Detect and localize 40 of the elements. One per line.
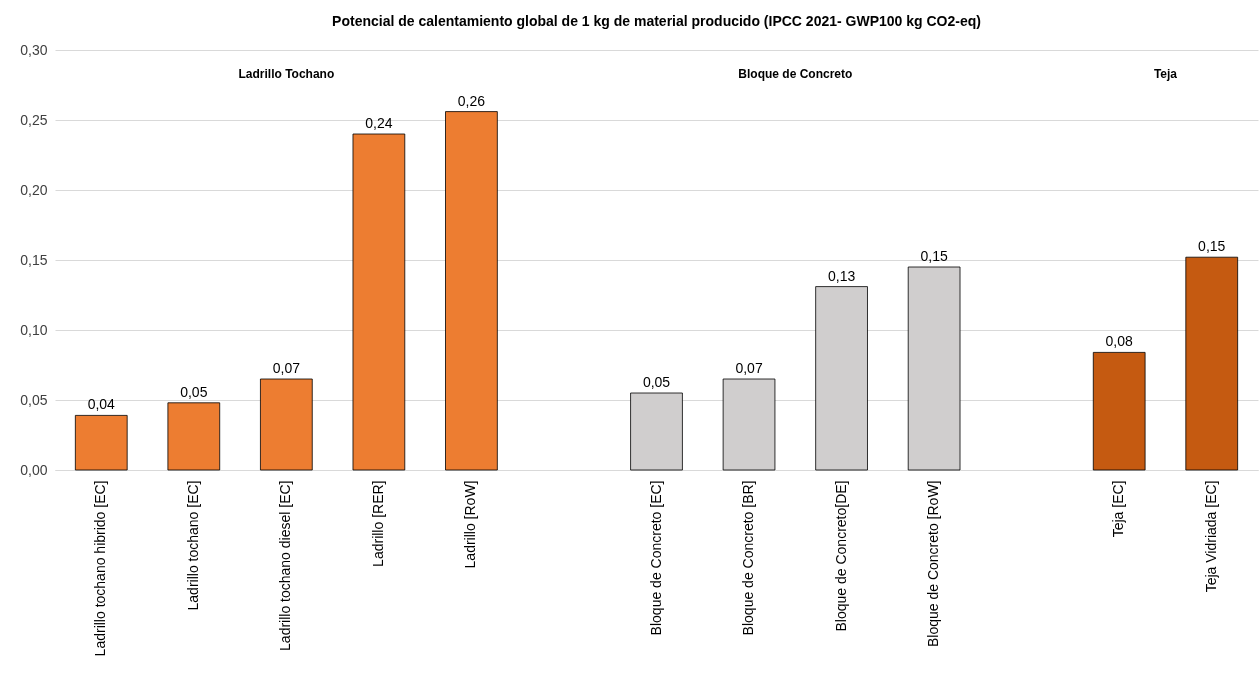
bar xyxy=(167,402,221,471)
annotation: Teja xyxy=(1153,67,1178,81)
x-tick-label: Ladrillo tochano hibrido [EC] xyxy=(92,480,109,657)
data-label: 0,05 xyxy=(180,383,208,400)
annotation: Bloque de Concreto xyxy=(738,67,853,81)
bar xyxy=(74,415,128,471)
x-tick-label: Teja [EC] xyxy=(1110,480,1127,538)
chart-title: Potencial de calentamiento global de 1 kg de material producido (IPCC 2021- GWP100 kg CO2-eq) xyxy=(332,13,981,29)
data-label: 0,26 xyxy=(457,92,486,109)
x-tick-label: Teja Vidriada [EC] xyxy=(1202,480,1219,593)
bar xyxy=(1185,256,1239,471)
x-tick-label: Bloque de Concreto[DE] xyxy=(832,480,849,632)
bar xyxy=(445,111,498,471)
y-tick-label: 0,05 xyxy=(20,391,48,408)
annotation: Ladrillo Tochano xyxy=(238,67,335,81)
data-label: 0,13 xyxy=(827,267,856,284)
x-tick-label: Ladrillo [RER] xyxy=(369,480,386,567)
bar xyxy=(352,133,406,471)
x-tick-label: Ladrillo tochano [EC] xyxy=(184,480,201,611)
bar xyxy=(260,378,313,471)
data-label: 0,07 xyxy=(735,360,763,376)
y-tick-label: 0,25 xyxy=(20,111,48,128)
data-label: 0,04 xyxy=(87,396,116,413)
data-label: 0,08 xyxy=(1105,333,1134,350)
data-label: 0,15 xyxy=(1198,238,1226,255)
x-tick-label: Ladrillo [RoW] xyxy=(462,480,479,569)
x-tick-label: Bloque de Concreto [EC] xyxy=(647,480,664,636)
data-label: 0,24 xyxy=(365,115,393,131)
y-tick-label: 0,10 xyxy=(20,321,48,338)
data-label: 0,05 xyxy=(642,374,671,390)
y-tick-label: 0,30 xyxy=(20,41,48,58)
y-tick-label: 0,00 xyxy=(20,461,48,478)
y-tick-label: 0,20 xyxy=(20,181,48,198)
data-label: 0,15 xyxy=(920,248,948,264)
data-label: 0,07 xyxy=(272,360,301,376)
y-tick-label: 0,15 xyxy=(20,251,48,268)
x-tick-label: Ladrillo tochano diesel [EC] xyxy=(277,480,294,651)
x-tick-label: Bloque de Concreto [BR] xyxy=(740,480,757,636)
bar xyxy=(1092,352,1146,471)
x-tick-label: Bloque de Concreto [RoW] xyxy=(925,480,942,648)
